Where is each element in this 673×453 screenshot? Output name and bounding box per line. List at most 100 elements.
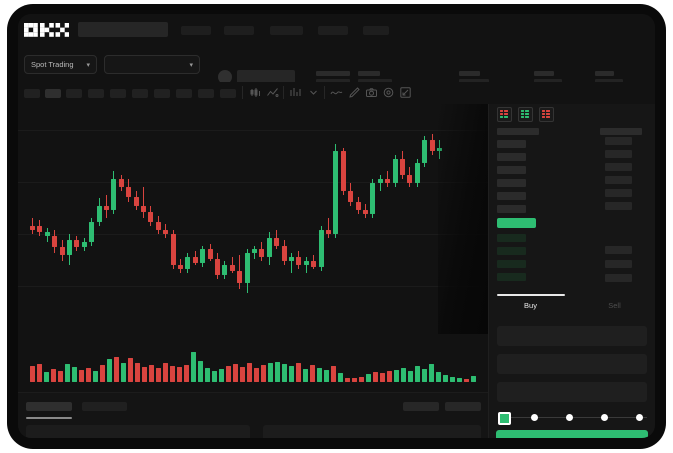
interval-button-4[interactable] bbox=[88, 89, 104, 98]
volume-bar bbox=[93, 370, 98, 382]
candle-body bbox=[215, 259, 220, 275]
trading-pair-selector[interactable]: ▾ bbox=[104, 55, 200, 74]
candle-body bbox=[89, 222, 95, 242]
orderbook-last-price-row[interactable] bbox=[497, 218, 536, 228]
settings-gear-icon[interactable] bbox=[382, 86, 395, 99]
candle-body bbox=[155, 222, 161, 230]
bottom-action-1[interactable] bbox=[403, 402, 439, 411]
drawing-pencil-icon[interactable] bbox=[348, 86, 361, 99]
interval-button-9[interactable] bbox=[198, 89, 214, 98]
orderbook-ask-amount bbox=[605, 137, 632, 145]
volume-bar bbox=[373, 372, 378, 382]
nav-item-1[interactable] bbox=[181, 26, 211, 35]
okx-logo[interactable] bbox=[24, 23, 69, 37]
bottom-tab-1[interactable] bbox=[26, 402, 72, 411]
volume-bar bbox=[359, 376, 364, 382]
ticker-stat-2-label bbox=[358, 71, 380, 76]
interval-button-5[interactable] bbox=[110, 89, 126, 98]
bottom-action-2[interactable] bbox=[445, 402, 481, 411]
interval-button-1[interactable] bbox=[24, 89, 40, 98]
candlestick-chart-icon[interactable] bbox=[249, 86, 262, 99]
candle-body bbox=[111, 178, 117, 211]
volume-bar bbox=[156, 367, 161, 382]
ticker-stat-5 bbox=[595, 71, 623, 84]
orderbook-mode-bids[interactable] bbox=[518, 107, 533, 122]
volume-bar bbox=[275, 361, 280, 382]
interval-button-8[interactable] bbox=[176, 89, 192, 98]
ticker-stat-1-value bbox=[316, 79, 350, 84]
line-chart-icon[interactable] bbox=[266, 86, 279, 99]
indicators-icon[interactable] bbox=[289, 86, 302, 99]
volume-histogram[interactable] bbox=[18, 334, 488, 392]
orderbook-bid-row[interactable] bbox=[497, 234, 526, 242]
total-field[interactable] bbox=[497, 382, 647, 402]
volume-bar bbox=[345, 377, 350, 382]
orderbook-bid-row[interactable] bbox=[497, 260, 526, 268]
candle-wick bbox=[291, 253, 292, 273]
stepper-step-1[interactable] bbox=[498, 412, 511, 425]
order-history-panel[interactable] bbox=[263, 425, 481, 438]
price-chart[interactable] bbox=[18, 104, 488, 334]
interval-button-10[interactable] bbox=[220, 89, 236, 98]
volume-bar bbox=[247, 362, 252, 382]
orderbook-mode-asks[interactable] bbox=[539, 107, 554, 122]
amount-field[interactable] bbox=[497, 354, 647, 374]
bottom-tab-2[interactable] bbox=[82, 402, 127, 411]
candle-body bbox=[244, 253, 250, 283]
stepper-step-5[interactable] bbox=[636, 414, 643, 421]
wave-chart-icon[interactable] bbox=[330, 86, 343, 99]
market-type-selector[interactable]: Spot Trading ▾ bbox=[24, 55, 97, 74]
ticker-bar: Spot Trading ▾ ▾ bbox=[18, 48, 655, 83]
candle-body bbox=[422, 139, 428, 164]
orderbook-ask-row[interactable] bbox=[497, 153, 526, 161]
stepper-step-2[interactable] bbox=[531, 414, 538, 421]
candle-body bbox=[207, 249, 213, 260]
nav-item-5[interactable] bbox=[363, 26, 389, 35]
app-header bbox=[18, 14, 655, 48]
stepper-step-4[interactable] bbox=[601, 414, 608, 421]
primary-cta-button[interactable] bbox=[496, 430, 648, 438]
volume-bar bbox=[51, 368, 56, 382]
volume-bar bbox=[226, 366, 231, 382]
interval-button-7[interactable] bbox=[154, 89, 170, 98]
volume-bar bbox=[261, 365, 266, 382]
interval-button-2[interactable] bbox=[45, 89, 61, 98]
nav-item-4[interactable] bbox=[318, 26, 348, 35]
tab-sell[interactable]: Sell bbox=[608, 301, 621, 310]
nav-item-3[interactable] bbox=[270, 26, 303, 35]
search-input[interactable] bbox=[78, 22, 168, 37]
fullscreen-icon[interactable] bbox=[399, 86, 412, 99]
volume-bar bbox=[289, 366, 294, 382]
chevron-down-icon[interactable] bbox=[307, 86, 320, 99]
volume-bar bbox=[324, 369, 329, 382]
orderbook-bid-row[interactable] bbox=[497, 273, 526, 281]
volume-bar bbox=[366, 374, 371, 382]
orderbook-mode-both[interactable] bbox=[497, 107, 512, 122]
orderbook-ask-row[interactable] bbox=[497, 166, 526, 174]
tab-buy[interactable]: Buy bbox=[524, 301, 537, 310]
orderbook-ask-row[interactable] bbox=[497, 179, 526, 187]
candle-body bbox=[200, 249, 206, 264]
toolbar-divider bbox=[283, 86, 284, 99]
ticker-stat-1-label bbox=[316, 71, 350, 76]
candle-body bbox=[281, 245, 287, 262]
orderbook-ask-row[interactable] bbox=[497, 140, 526, 148]
volume-bar bbox=[58, 370, 63, 382]
candle-body bbox=[126, 186, 132, 197]
toolbar-divider bbox=[324, 86, 325, 99]
nav-item-2[interactable] bbox=[224, 26, 254, 35]
orderbook-bid-row[interactable] bbox=[497, 247, 526, 255]
camera-icon[interactable] bbox=[365, 86, 378, 99]
orderbook-ask-row[interactable] bbox=[497, 192, 526, 200]
candle-body bbox=[192, 257, 198, 264]
stepper-step-3[interactable] bbox=[566, 414, 573, 421]
open-orders-panel[interactable] bbox=[26, 425, 250, 438]
orderbook-bid-amount bbox=[605, 246, 632, 254]
orderbook-column-header-amount bbox=[600, 128, 642, 135]
candle-body bbox=[392, 159, 398, 183]
orderbook-ask-row[interactable] bbox=[497, 205, 526, 213]
interval-button-3[interactable] bbox=[66, 89, 82, 98]
candle-body bbox=[170, 233, 176, 266]
price-field[interactable] bbox=[497, 326, 647, 346]
interval-button-6[interactable] bbox=[132, 89, 148, 98]
